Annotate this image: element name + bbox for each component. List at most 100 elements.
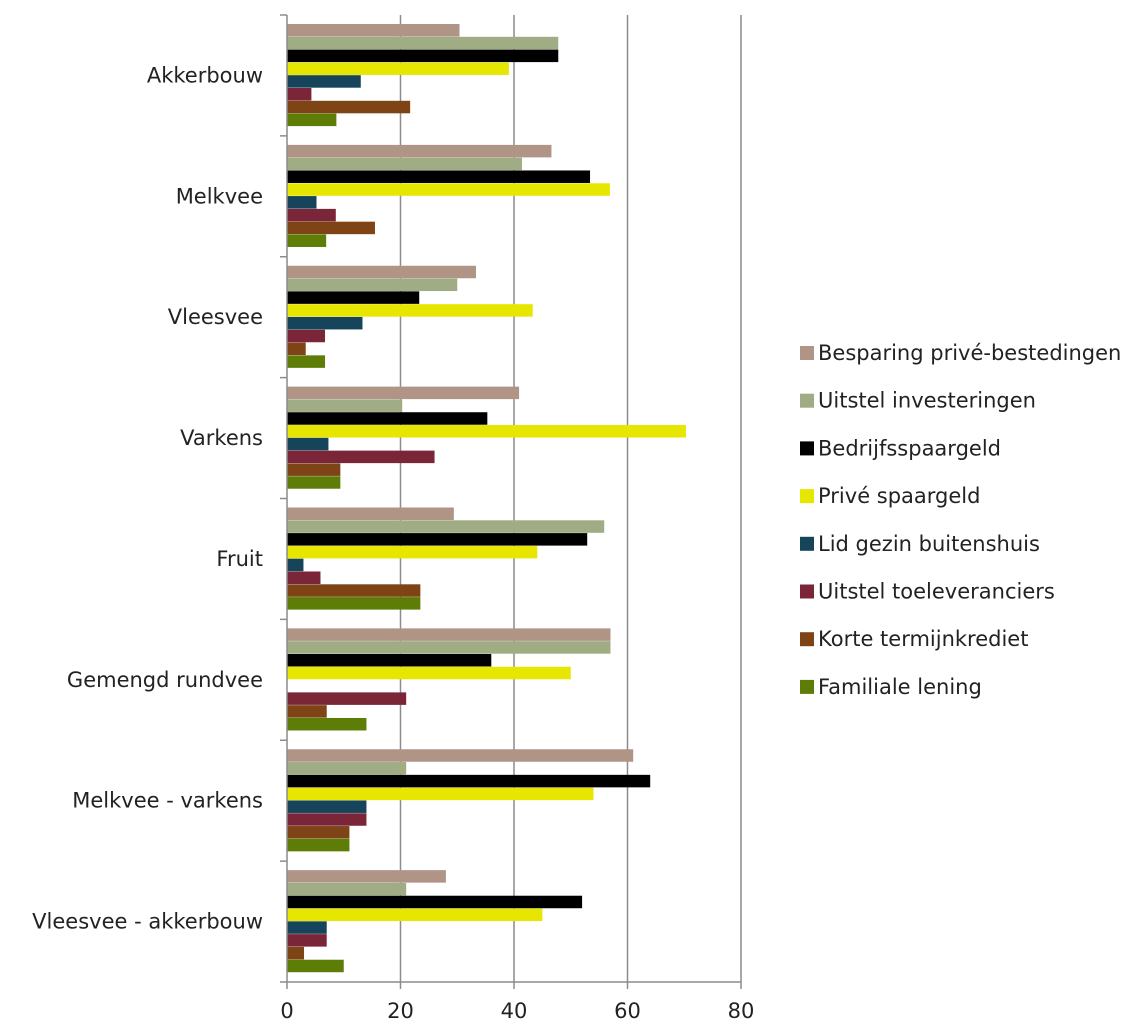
legend-label: Korte termijnkrediet: [818, 627, 1028, 651]
legend-swatch: [800, 632, 814, 647]
bar: [287, 355, 326, 368]
legend-label: Uitstel investeringen: [818, 389, 1036, 413]
bar: [287, 62, 509, 75]
bar: [287, 787, 594, 801]
bar: [287, 304, 533, 317]
bar: [287, 774, 651, 788]
bar: [287, 800, 367, 813]
bar: [287, 100, 411, 114]
bar: [287, 692, 407, 705]
legend-swatch: [800, 679, 814, 694]
bar: [287, 584, 421, 597]
legend-label: Privé spaargeld: [818, 484, 980, 508]
bar: [287, 208, 336, 222]
bar: [287, 463, 341, 476]
bar: [287, 399, 403, 412]
legend-swatch: [800, 346, 814, 360]
bar: [287, 24, 460, 37]
bar: [287, 597, 421, 610]
bar: [287, 908, 543, 922]
legend-item: Korte termijnkrediet: [800, 627, 1028, 651]
legend-label: Lid gezin buitenshuis: [818, 532, 1040, 556]
bar-group: [287, 144, 610, 247]
bar: [287, 895, 583, 909]
bar-group: [287, 628, 611, 731]
legend-item: Familiale lening: [800, 675, 982, 699]
bar: [287, 946, 305, 960]
legend-label: Uitstel toeleveranciers: [818, 580, 1055, 604]
bar: [287, 196, 317, 209]
bar: [287, 412, 488, 425]
category-label: Vleesvee: [168, 305, 263, 329]
bar: [287, 36, 559, 50]
category-label: Fruit: [216, 547, 263, 571]
legend-item: Privé spaargeld: [800, 484, 980, 508]
bar: [287, 75, 361, 88]
bar: [287, 571, 321, 584]
bar: [287, 157, 522, 171]
legend-label: Besparing privé-bestedingen: [818, 341, 1121, 365]
bar: [287, 316, 363, 330]
bar: [287, 329, 326, 343]
x-tick-label: 60: [614, 999, 641, 1023]
bar: [287, 450, 435, 464]
bar-group: [287, 265, 533, 368]
category-label: Melkvee - varkens: [72, 789, 263, 813]
bar: [287, 265, 476, 279]
bar: [287, 234, 327, 247]
bar: [287, 425, 686, 438]
bar: [287, 113, 337, 127]
category-label: Melkvee: [176, 184, 263, 208]
category-label: Varkens: [180, 426, 263, 450]
category-label: Gemengd rundvee: [67, 668, 263, 692]
bar-group: [287, 749, 651, 852]
legend-item: Besparing privé-bestedingen: [800, 341, 1121, 365]
legend-swatch: [800, 584, 814, 599]
bar: [287, 717, 367, 731]
legend-item: Bedrijfsspaargeld: [800, 436, 1001, 460]
legend-item: Uitstel investeringen: [800, 389, 1036, 413]
bar-group: [287, 870, 583, 973]
legend-swatch: [800, 536, 814, 551]
bar: [287, 870, 446, 883]
bar: [287, 666, 571, 680]
x-tick-label: 40: [501, 999, 528, 1023]
bar: [287, 183, 610, 196]
bar: [287, 49, 559, 63]
bar: [287, 813, 367, 826]
bar: [287, 838, 350, 852]
bar: [287, 533, 588, 546]
legend-label: Bedrijfsspaargeld: [818, 436, 1001, 460]
axes: [280, 14, 742, 989]
legend-label: Familiale lening: [818, 675, 982, 699]
legend-item: Lid gezin buitenshuis: [800, 532, 1040, 556]
bars: [287, 24, 686, 973]
bar: [287, 545, 538, 559]
bar: [287, 558, 304, 572]
bar: [287, 520, 605, 533]
legend-item: Uitstel toeleveranciers: [800, 580, 1055, 604]
bar: [287, 476, 341, 489]
x-tick-label: 20: [387, 999, 414, 1023]
x-tick-labels: 0 20 40 60 80: [280, 999, 754, 1023]
bar: [287, 88, 312, 101]
bar: [287, 882, 407, 896]
bar-group: [287, 24, 559, 127]
category-label: Akkerbouw: [147, 63, 263, 87]
bar: [287, 437, 329, 451]
bar: [287, 653, 492, 667]
bar: [287, 221, 375, 235]
bar-group: [287, 507, 605, 610]
bar: [287, 144, 552, 158]
category-labels: Akkerbouw Melkvee Vleesvee Varkens Fruit Geme…: [32, 63, 263, 933]
bar: [287, 921, 327, 934]
legend-swatch: [800, 393, 814, 408]
bar: [287, 507, 454, 520]
bar: [287, 959, 344, 973]
bar: [287, 170, 591, 183]
legend-swatch: [800, 489, 814, 504]
legend: Besparing privé-bestedingen Uitstel inves…: [800, 341, 1121, 699]
bar-group: [287, 386, 686, 489]
x-tick-label: 80: [728, 999, 755, 1023]
legend-swatch: [800, 441, 814, 456]
